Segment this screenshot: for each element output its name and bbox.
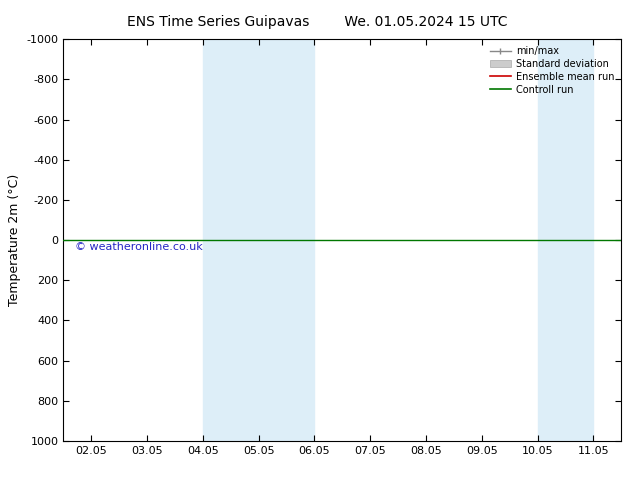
Bar	[203, 39, 314, 441]
Text: © weatheronline.co.uk: © weatheronline.co.uk	[75, 242, 202, 252]
Bar	[538, 39, 593, 441]
Legend: min/max, Standard deviation, Ensemble mean run, Controll run: min/max, Standard deviation, Ensemble me…	[486, 42, 618, 98]
Text: ENS Time Series Guipavas        We. 01.05.2024 15 UTC: ENS Time Series Guipavas We. 01.05.2024 …	[127, 15, 507, 29]
Y-axis label: Temperature 2m (°C): Temperature 2m (°C)	[8, 174, 21, 306]
